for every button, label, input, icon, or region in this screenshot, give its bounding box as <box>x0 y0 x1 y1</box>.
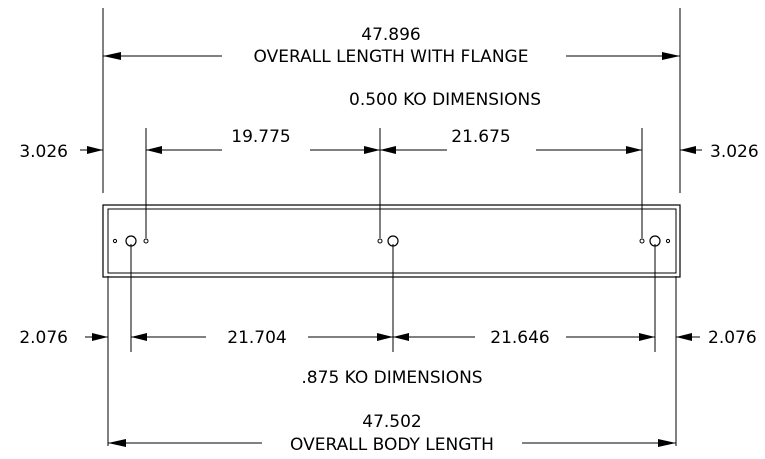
ko-500-hole-right <box>639 238 645 244</box>
ko-875-dimensions: 2.076 21.704 21.646 2.076 .875 KO DIMENS… <box>19 328 756 388</box>
overall-body-label: OVERALL BODY LENGTH <box>290 435 494 455</box>
overall-body-dimension: 47.502 OVERALL BODY LENGTH <box>108 412 676 455</box>
ko-875-left-offset: 2.076 <box>19 328 68 348</box>
knockout-holes <box>125 235 661 247</box>
ko-875-right-span: 21.646 <box>490 328 549 348</box>
ko-500-title: 0.500 KO DIMENSIONS <box>349 90 541 110</box>
ko-500-dimensions: 0.500 KO DIMENSIONS 3.026 19.775 21.675 … <box>19 90 758 162</box>
overall-flange-value: 47.896 <box>361 25 420 45</box>
ko-875-hole-left <box>125 235 137 247</box>
ko-500-right-offset: 3.026 <box>710 142 759 162</box>
overall-body-value: 47.502 <box>362 412 421 432</box>
ko-500-left-offset: 3.026 <box>19 142 68 162</box>
ko-500-left-span: 19.775 <box>231 127 290 147</box>
extension-lines <box>102 8 681 446</box>
channel-body <box>102 204 681 278</box>
ko-500-right-span: 21.675 <box>451 127 510 147</box>
ko-875-hole-center <box>387 235 399 247</box>
overall-flange-label: OVERALL LENGTH WITH FLANGE <box>254 47 529 67</box>
overall-flange-dimension: 47.896 OVERALL LENGTH WITH FLANGE <box>103 25 680 67</box>
ko-875-hole-right <box>649 235 661 247</box>
ko-500-hole-left <box>143 238 149 244</box>
ko-875-left-span: 21.704 <box>227 328 286 348</box>
ko-875-title: .875 KO DIMENSIONS <box>301 368 482 388</box>
ko-875-right-offset: 2.076 <box>708 328 757 348</box>
ko-500-hole-center <box>377 238 383 244</box>
